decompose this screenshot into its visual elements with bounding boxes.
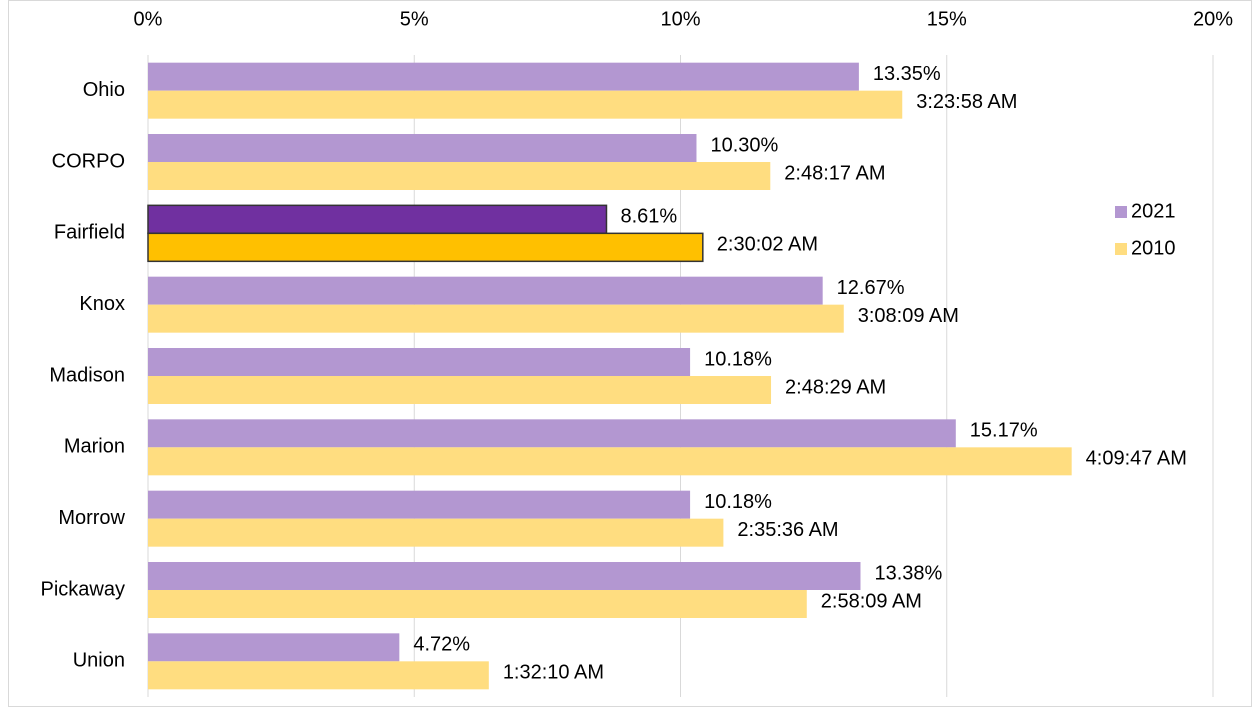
data-label: 12.67% — [837, 277, 905, 299]
data-label: 10.18% — [704, 491, 772, 513]
legend-label: 2021 — [1131, 200, 1176, 222]
bar — [148, 348, 691, 376]
data-label: 3:23:58 AM — [916, 91, 1017, 113]
data-label: 2:48:17 AM — [784, 162, 885, 184]
x-tick-label: 20% — [1193, 8, 1233, 30]
bar — [148, 376, 772, 404]
bar — [148, 518, 724, 547]
legend-label: 2010 — [1131, 237, 1176, 259]
y-tick-label: Pickaway — [41, 578, 125, 600]
data-label: 10.30% — [710, 134, 778, 156]
legend-swatch — [1115, 206, 1127, 218]
bar — [148, 447, 1072, 476]
data-label: 3:08:09 AM — [858, 305, 959, 327]
data-label: 13.38% — [874, 562, 942, 584]
bar — [147, 204, 608, 235]
bar — [148, 661, 489, 690]
data-label: 10.18% — [704, 348, 772, 370]
bar — [148, 633, 400, 662]
bar — [148, 162, 771, 190]
bar — [148, 590, 807, 618]
bar — [148, 62, 859, 91]
bar — [147, 232, 704, 263]
y-tick-label: Knox — [79, 293, 125, 315]
data-label: 4.72% — [413, 634, 470, 656]
y-tick-label: Ohio — [83, 79, 125, 101]
y-tick-label: Morrow — [58, 507, 125, 529]
y-tick-label: Madison — [49, 364, 125, 386]
y-tick-label: Union — [73, 650, 125, 672]
data-label: 4:09:47 AM — [1086, 448, 1187, 470]
bar — [148, 562, 861, 590]
bar — [148, 304, 844, 333]
y-tick-label: CORPO — [52, 150, 125, 172]
x-tick-label: 10% — [660, 8, 700, 30]
data-label: 2:48:29 AM — [785, 376, 886, 398]
data-label: 2:35:36 AM — [737, 519, 838, 541]
bar — [148, 419, 956, 448]
bar — [148, 134, 697, 162]
bar — [148, 276, 823, 305]
x-tick-label: 15% — [927, 8, 967, 30]
y-tick-label: Fairfield — [54, 222, 125, 244]
bar — [148, 90, 903, 119]
data-label: 2:30:02 AM — [717, 234, 818, 256]
x-tick-label: 5% — [400, 8, 429, 30]
data-label: 8.61% — [620, 206, 677, 228]
legend-swatch — [1115, 243, 1127, 255]
data-label: 1:32:10 AM — [503, 662, 604, 684]
data-label: 15.17% — [970, 420, 1038, 442]
bar — [148, 490, 691, 519]
chart-frame — [8, 0, 1252, 707]
data-label: 2:58:09 AM — [821, 590, 922, 612]
data-label: 13.35% — [873, 63, 941, 85]
x-tick-label: 0% — [134, 8, 163, 30]
y-tick-label: Marion — [64, 436, 125, 458]
